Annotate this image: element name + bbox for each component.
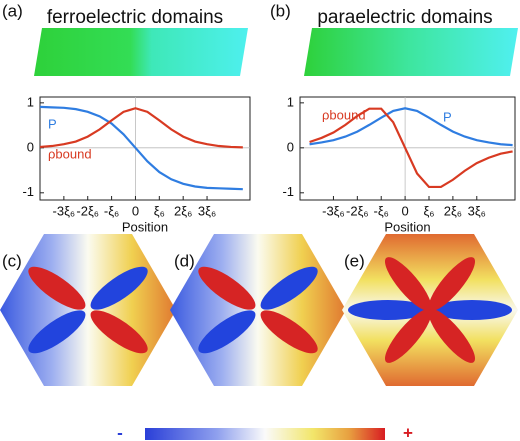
x-tick-label: 3ξ₆ [468,203,486,218]
panel-label: (d) [174,251,195,270]
series-label: P [443,109,452,124]
series-line [309,107,513,147]
series-line [309,107,513,189]
heatmaps [0,234,518,386]
panel-label: (b) [270,1,291,20]
colorbar-low: - [117,423,123,441]
plot-frame [299,96,516,201]
heatmap [170,234,346,386]
chart-title: ferroelectric domains [47,7,223,28]
y-tick-label: 1 [287,94,294,109]
domain-stripes [34,28,518,76]
colorbar-high: + [403,423,413,441]
stripe [34,28,248,76]
stripe [304,28,518,76]
x-axis-label: Position [384,219,430,234]
x-tick-label: 3ξ₆ [198,203,216,218]
x-tick-label: 2ξ₆ [444,203,462,218]
x-tick-label: 2ξ₆ [174,203,192,218]
x-tick-label: -3ξ₆ [322,203,345,218]
series-line [39,105,243,191]
x-tick-label: -2ξ₆ [76,203,99,218]
y-tick-label: 0 [287,139,294,154]
heatmap [0,234,176,386]
y-tick-label: -1 [282,184,294,199]
x-tick-label: 0 [401,203,408,218]
panel-label: (c) [2,251,22,270]
heatmap [342,234,518,386]
x-tick-label: ξ₆ [154,203,165,218]
series-label: P [48,116,57,131]
x-tick-label: -2ξ₆ [346,203,369,218]
colorbar [145,428,385,440]
panel-label: (e) [344,251,365,270]
x-tick-label: -ξ₆ [374,203,389,218]
x-tick-label: ξ₆ [423,203,434,218]
x-tick-label: -3ξ₆ [53,203,76,218]
panel-label: (a) [2,1,23,20]
x-tick-label: -ξ₆ [104,203,119,218]
y-tick-label: 0 [27,139,34,154]
x-axis-label: Position [122,219,168,234]
y-tick-label: -1 [22,184,34,199]
chart-title: paraelectric domains [317,7,492,28]
series-line [39,107,243,149]
y-tick-label: 1 [27,94,34,109]
series-label: ρbound [322,107,366,122]
plot-frame [39,96,251,201]
x-tick-label: 0 [132,203,139,218]
series-label: ρbound [48,146,92,161]
